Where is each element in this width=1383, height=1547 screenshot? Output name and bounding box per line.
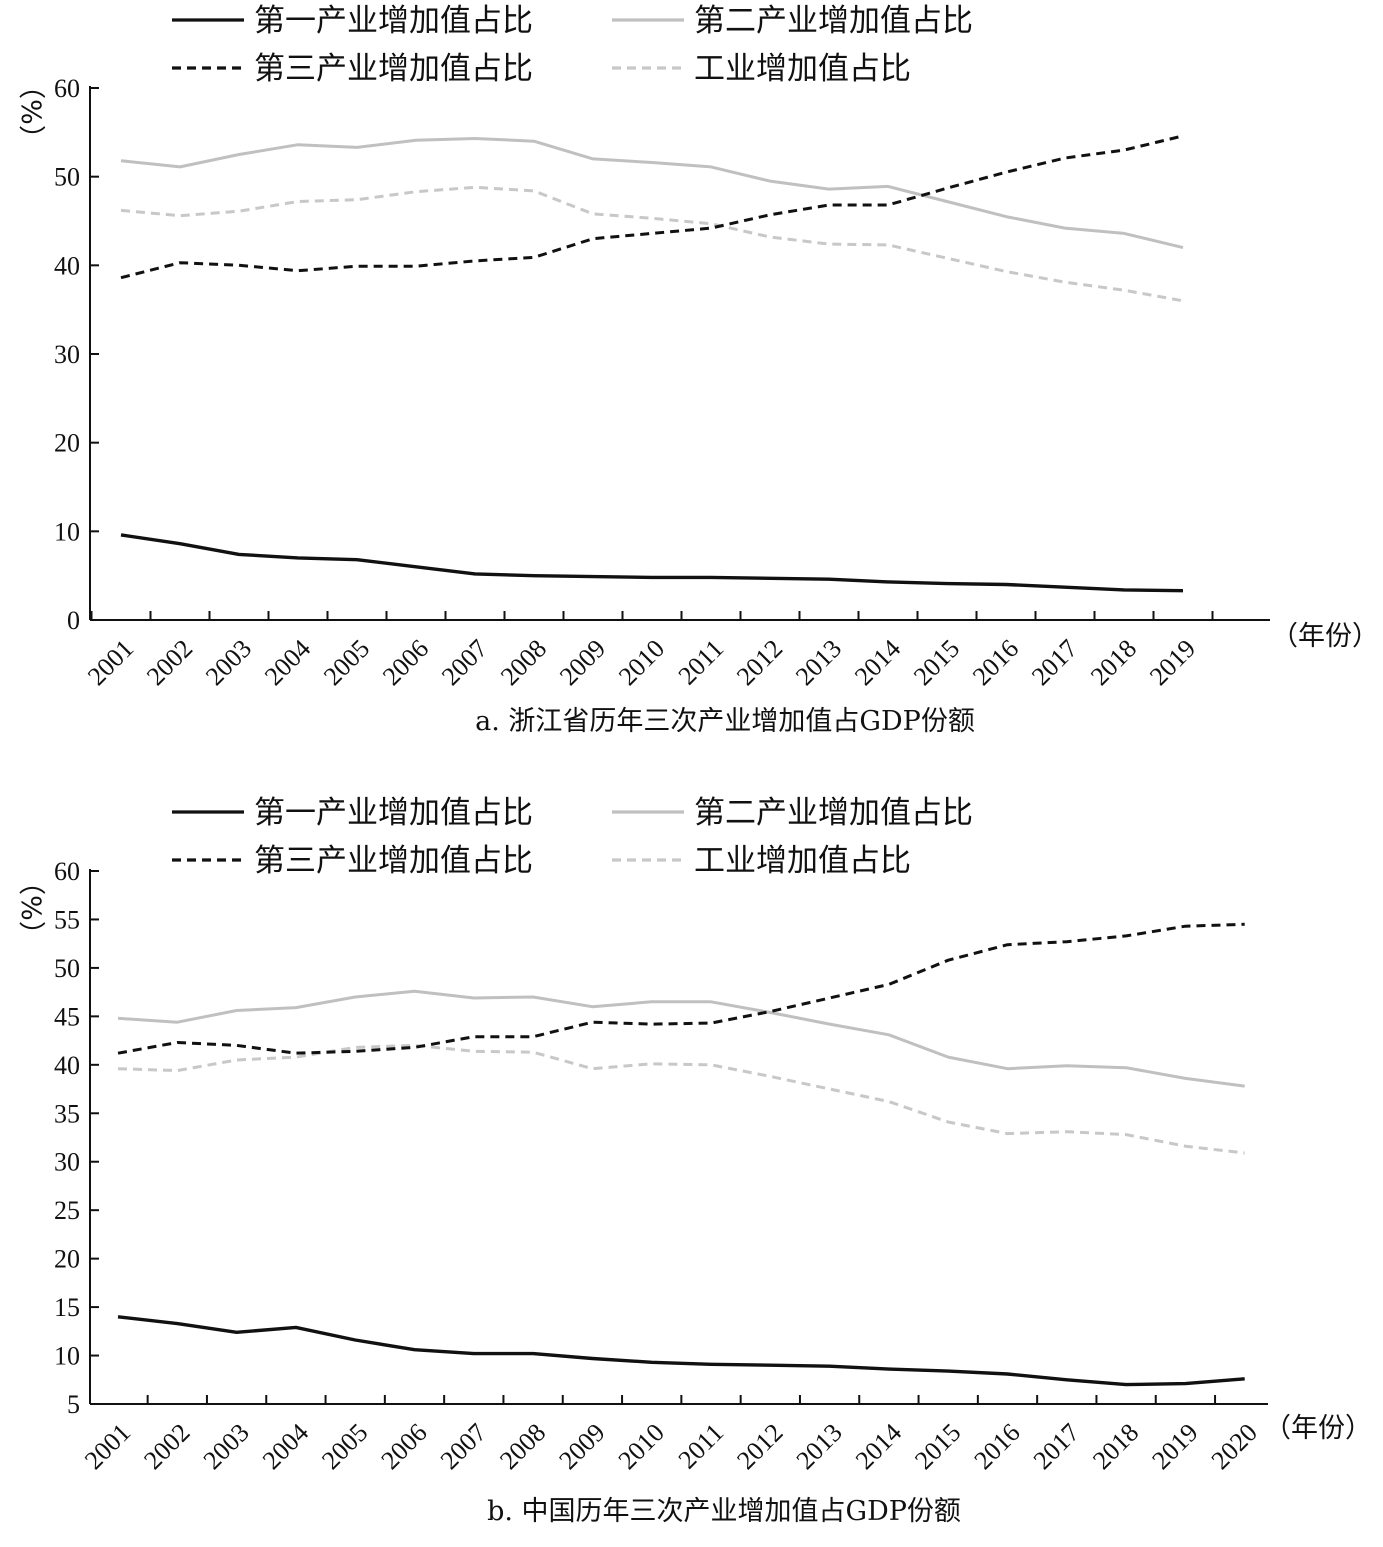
x-tick-label: 2007 xyxy=(436,634,493,691)
x-tick-label: 2014 xyxy=(849,634,906,691)
x-tick-label: 2012 xyxy=(731,1418,788,1475)
x-tick-label: 2013 xyxy=(791,1418,848,1475)
y-tick-label: 40 xyxy=(54,1051,80,1080)
x-axis-unit: （年份） xyxy=(1264,1413,1372,1444)
series-line-2 xyxy=(120,137,1184,250)
x-tick-label: 2014 xyxy=(850,1418,907,1475)
series-line-1 xyxy=(117,1315,1245,1387)
y-tick-label: 30 xyxy=(54,340,80,369)
y-tick-label: 45 xyxy=(54,1002,80,1031)
x-tick-label: 2017 xyxy=(1028,1418,1085,1475)
x-tick-label: 2015 xyxy=(908,634,965,691)
x-axis-unit: （年份） xyxy=(1271,621,1379,652)
x-tick-label: 2003 xyxy=(200,634,257,691)
chart-caption: b. 中国历年三次产业增加值占GDP份额 xyxy=(487,1496,961,1527)
x-tick-label: 2017 xyxy=(1026,634,1083,691)
legend-label-4: 工业增加值占比 xyxy=(694,843,911,879)
x-tick-label: 2002 xyxy=(138,1418,195,1475)
y-tick-label: 30 xyxy=(54,1148,80,1177)
series-line-3 xyxy=(120,134,1184,280)
x-tick-label: 2006 xyxy=(375,1418,432,1475)
y-tick-label: 25 xyxy=(54,1196,80,1225)
x-tick-label: 2011 xyxy=(673,1418,730,1475)
x-tick-label: 2009 xyxy=(554,634,611,691)
y-tick-label: 35 xyxy=(54,1099,80,1128)
x-tick-label: 2016 xyxy=(968,1418,1025,1475)
series-line-3 xyxy=(117,922,1245,1055)
x-tick-label: 2018 xyxy=(1087,1418,1144,1475)
x-tick-label: 2012 xyxy=(731,634,788,691)
y-tick-label: 10 xyxy=(54,517,80,546)
x-tick-label: 2010 xyxy=(613,634,670,691)
x-tick-label: 2008 xyxy=(495,634,552,691)
x-tick-label: 2018 xyxy=(1085,634,1142,691)
x-tick-label: 2019 xyxy=(1146,1418,1203,1475)
x-tick-label: 2019 xyxy=(1144,634,1201,691)
y-tick-label: 20 xyxy=(54,429,80,458)
series-line-1 xyxy=(120,533,1184,593)
x-tick-label: 2016 xyxy=(967,634,1024,691)
legend-label-2: 第二产业增加值占比 xyxy=(694,3,973,39)
y-tick-label: 50 xyxy=(54,954,80,983)
x-tick-label: 2001 xyxy=(82,634,139,691)
legend-label-1: 第一产业增加值占比 xyxy=(254,3,533,39)
x-tick-label: 2003 xyxy=(198,1418,255,1475)
x-tick-label: 2013 xyxy=(790,634,847,691)
x-tick-label: 2005 xyxy=(316,1418,373,1475)
chart-caption: a. 浙江省历年三次产业增加值占GDP份额 xyxy=(475,706,975,737)
y-tick-label: 60 xyxy=(54,74,80,103)
series-line-2 xyxy=(117,989,1245,1088)
x-tick-label: 2004 xyxy=(259,634,316,691)
y-tick-label: 50 xyxy=(54,163,80,192)
x-tick-label: 2020 xyxy=(1206,1418,1263,1475)
x-tick-label: 2004 xyxy=(257,1418,314,1475)
y-tick-label: 40 xyxy=(54,251,80,280)
legend-label-2: 第二产业增加值占比 xyxy=(694,795,973,831)
y-tick-label: 60 xyxy=(54,857,80,886)
x-tick-label: 2009 xyxy=(553,1418,610,1475)
x-tick-label: 2007 xyxy=(435,1418,492,1475)
x-tick-label: 2002 xyxy=(141,634,198,691)
x-tick-label: 2010 xyxy=(613,1418,670,1475)
legend-label-4: 工业增加值占比 xyxy=(694,51,911,87)
series-line-4 xyxy=(117,1043,1245,1155)
legend-label-3: 第三产业增加值占比 xyxy=(254,843,533,879)
x-tick-label: 2008 xyxy=(494,1418,551,1475)
y-axis-unit: （%） xyxy=(15,868,46,948)
x-tick-label: 2015 xyxy=(909,1418,966,1475)
x-tick-label: 2011 xyxy=(673,634,730,691)
y-tick-label: 55 xyxy=(54,905,80,934)
legend-label-1: 第一产业增加值占比 xyxy=(254,795,533,831)
y-tick-label: 15 xyxy=(54,1293,80,1322)
y-tick-label: 10 xyxy=(54,1342,80,1371)
x-tick-label: 2001 xyxy=(79,1418,136,1475)
y-tick-label: 5 xyxy=(67,1390,80,1419)
x-tick-label: 2006 xyxy=(377,634,434,691)
y-tick-label: 20 xyxy=(54,1245,80,1274)
y-tick-label: 0 xyxy=(67,606,80,635)
y-axis-unit: （%） xyxy=(15,72,46,152)
legend-label-3: 第三产业增加值占比 xyxy=(254,51,533,87)
x-tick-label: 2005 xyxy=(318,634,375,691)
series-line-4 xyxy=(120,185,1184,303)
